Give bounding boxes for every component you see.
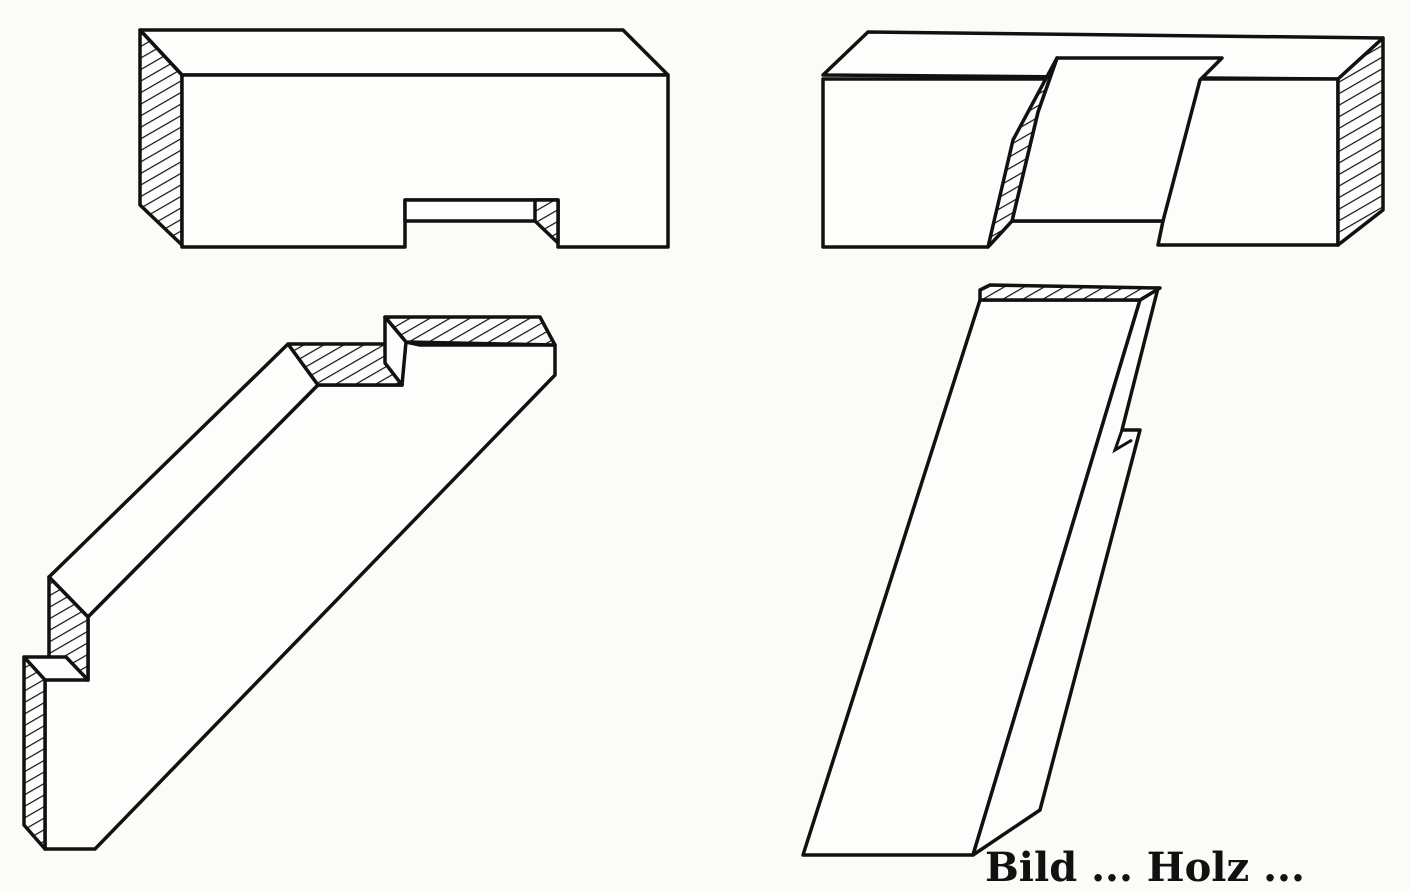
tenon-brace-figure bbox=[801, 283, 1162, 857]
beam-top-face bbox=[138, 28, 670, 77]
brace-top-grain bbox=[978, 283, 1162, 302]
slotted-beam-figure bbox=[821, 30, 1385, 249]
beam-right-end-grain bbox=[1336, 36, 1385, 247]
notch-end-grain bbox=[533, 198, 560, 245]
rafter-side-face bbox=[43, 340, 557, 851]
notched-rafter-figure bbox=[22, 315, 557, 851]
brace-notch-line bbox=[1112, 429, 1133, 454]
figure-caption: Bild ... Holz ... bbox=[985, 844, 1305, 891]
rafter-foot-end-grain bbox=[22, 655, 47, 851]
halved-beam-figure bbox=[138, 28, 670, 249]
rafter-step-riser bbox=[383, 315, 408, 387]
housing-side-grain bbox=[986, 56, 1059, 249]
rafter-step-grain bbox=[383, 315, 557, 347]
